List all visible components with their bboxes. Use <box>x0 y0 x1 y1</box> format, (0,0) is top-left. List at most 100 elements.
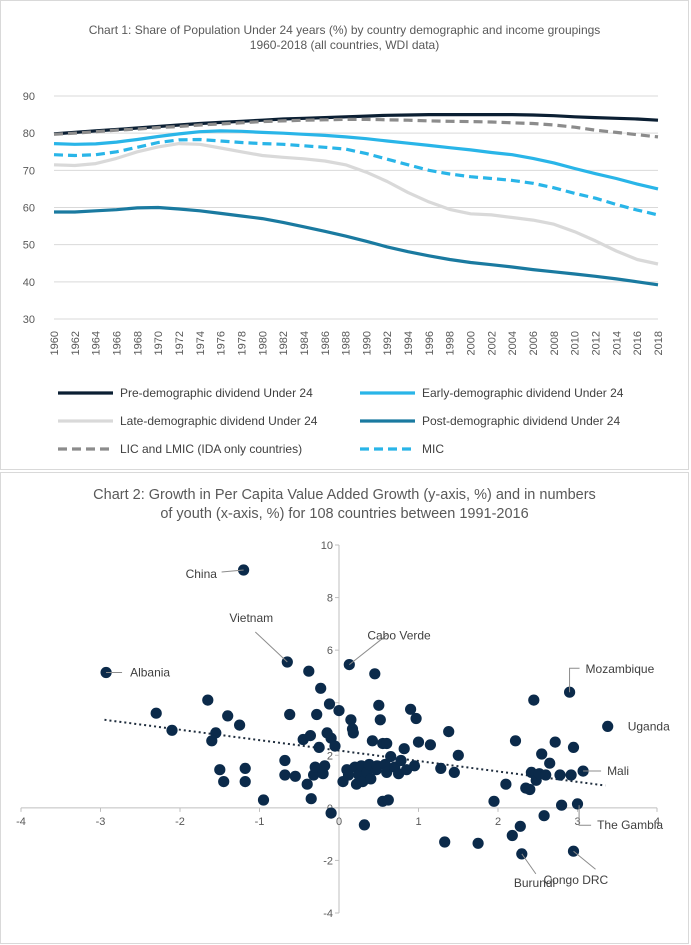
chart2-leader-8 <box>521 853 537 875</box>
chart2-point-36 <box>329 740 341 752</box>
chart1-xtick-23: 2006 <box>528 331 540 355</box>
chart1-legend-label-5: MIC <box>422 442 444 456</box>
chart1-xtick-7: 1974 <box>195 331 207 355</box>
chart1-xtick-10: 1980 <box>257 331 269 355</box>
chart1-xtick-2: 1964 <box>91 331 103 355</box>
chart2-point-83 <box>500 778 512 790</box>
chart2-point-24 <box>305 793 317 805</box>
chart2-point-10 <box>218 776 230 788</box>
chart1-xtick-28: 2016 <box>632 331 644 355</box>
chart1-xtick-14: 1988 <box>341 331 353 355</box>
chart1-xtick-16: 1992 <box>382 331 394 355</box>
chart2-point-71 <box>405 703 417 715</box>
chart1-xtick-22: 2004 <box>507 331 519 355</box>
chart1-xtick-5: 1970 <box>153 331 165 355</box>
chart1-ytick-6: 90 <box>23 91 35 103</box>
chart2-point-86 <box>514 820 526 832</box>
chart2-point-58 <box>374 714 386 726</box>
chart2-point-84 <box>506 829 518 842</box>
chart2-title: Chart 2: Growth in Per Capita Value Adde… <box>93 487 596 522</box>
chart1-xtick-18: 1996 <box>424 331 436 355</box>
chart1-legend-label-3: Post-demographic dividend Under 24 <box>422 414 620 428</box>
chart1-title: Chart 1: Share of Population Under 24 ye… <box>88 23 601 37</box>
chart1-xtick-1: 1962 <box>70 331 82 355</box>
chart2-point-88 <box>524 783 536 796</box>
chart2-point-17 <box>279 754 291 767</box>
chart1-plot: 30 40 50 60 70 80 90 1960 1962 1964 1966 1968 1970 19… <box>23 91 665 456</box>
chart1-xtick-21: 2002 <box>486 331 498 355</box>
chart1-xtick-29: 2018 <box>653 331 665 355</box>
chart1-ytick-1: 40 <box>23 277 35 289</box>
chart2-point-label-1: Vietnam <box>229 611 273 625</box>
chart2-point-90 <box>528 694 540 706</box>
chart2-point-5 <box>166 724 178 736</box>
chart2-trendline <box>104 718 606 787</box>
chart2-point-28 <box>313 741 325 753</box>
chart2-point-15 <box>257 794 270 806</box>
chart2-point-43 <box>347 727 359 739</box>
chart2-point-31 <box>319 760 331 772</box>
chart2-point-81 <box>472 837 484 849</box>
chart2-point-label-6: Mali <box>607 764 629 778</box>
chart2-point-22 <box>303 665 315 677</box>
chart2-point-65 <box>385 751 397 763</box>
chart2-point-label-2: Cabo Verde <box>367 629 431 643</box>
chart2-point-97 <box>549 736 561 748</box>
chart2-point-85 <box>509 735 522 747</box>
chart2-point-23 <box>304 730 316 742</box>
chart2-point-16 <box>279 769 291 781</box>
chart2-point-4 <box>150 707 162 719</box>
chart1-xtick-15: 1990 <box>361 331 373 355</box>
chart2-point-6 <box>202 694 214 706</box>
chart2-ytick-6: 8 <box>327 593 333 605</box>
chart1-xtick-3: 1966 <box>111 331 123 355</box>
chart2-xtick-2: -2 <box>175 816 185 828</box>
chart2-point-75 <box>424 739 436 751</box>
chart2-point-54 <box>369 668 381 680</box>
chart2-point-74 <box>412 736 425 748</box>
chart2-point-label-4: Mozambique <box>586 662 655 676</box>
chart2-leader-1 <box>254 631 288 663</box>
chart2-point-40 <box>342 769 355 781</box>
chart2-point-41 <box>345 714 357 726</box>
chart2-point-98 <box>554 769 566 781</box>
chart2-xtick-0: -4 <box>16 816 26 828</box>
chart2-point-94 <box>538 810 550 822</box>
chart2-point-101 <box>565 769 577 781</box>
chart1-panel: Chart 1: Share of Population Under 24 ye… <box>0 0 689 470</box>
chart1-legend-label-1: Early-demographic dividend Under 24 <box>422 386 624 400</box>
chart2-xtick-7: 3 <box>574 816 580 828</box>
chart1-xtick-11: 1982 <box>278 331 290 355</box>
chart2-point-68 <box>395 754 407 767</box>
chart2-xtick-3: -1 <box>255 816 265 828</box>
chart2-point-107 <box>567 845 580 857</box>
chart2-point-82 <box>488 795 500 807</box>
chart2-point-label-7: The Gambia <box>597 818 663 832</box>
chart1-xtick-4: 1968 <box>132 331 144 355</box>
chart1-series-line-1 <box>53 129 659 191</box>
chart2-point-49 <box>358 819 370 831</box>
chart2-point-27 <box>311 708 323 721</box>
chart2-point-93 <box>536 748 548 760</box>
chart2-plot: -4-20246810-4-3-2-101234ChinaVietnamCabo… <box>16 540 670 920</box>
chart2-point-33 <box>323 698 336 710</box>
chart2-point-9 <box>214 764 226 776</box>
chart2-ytick-5: 6 <box>327 645 333 657</box>
chart2-point-19 <box>289 770 301 782</box>
chart1-xtick-12: 1984 <box>299 331 311 355</box>
chart1-xtick-17: 1994 <box>403 331 415 355</box>
chart1-series-line-3 <box>54 205 659 287</box>
chart1-series-line-2 <box>53 142 659 266</box>
chart1-series-line-5 <box>53 137 659 217</box>
chart2-point-8 <box>210 727 222 739</box>
chart2-ytick-1: -2 <box>323 855 333 867</box>
chart2-point-label-0: China <box>186 567 218 581</box>
chart2-point-label-9: Congo DRC <box>544 873 609 887</box>
chart2-xtick-1: -3 <box>96 816 106 828</box>
chart1-xtick-13: 1986 <box>320 331 332 355</box>
chart2-point-18 <box>284 708 296 721</box>
chart1-legend-label-2: Late-demographic dividend Under 24 <box>120 414 318 428</box>
chart2-xtick-4: 0 <box>336 816 342 828</box>
chart2-point-14 <box>239 776 251 788</box>
chart1-xtick-19: 1998 <box>445 331 457 355</box>
